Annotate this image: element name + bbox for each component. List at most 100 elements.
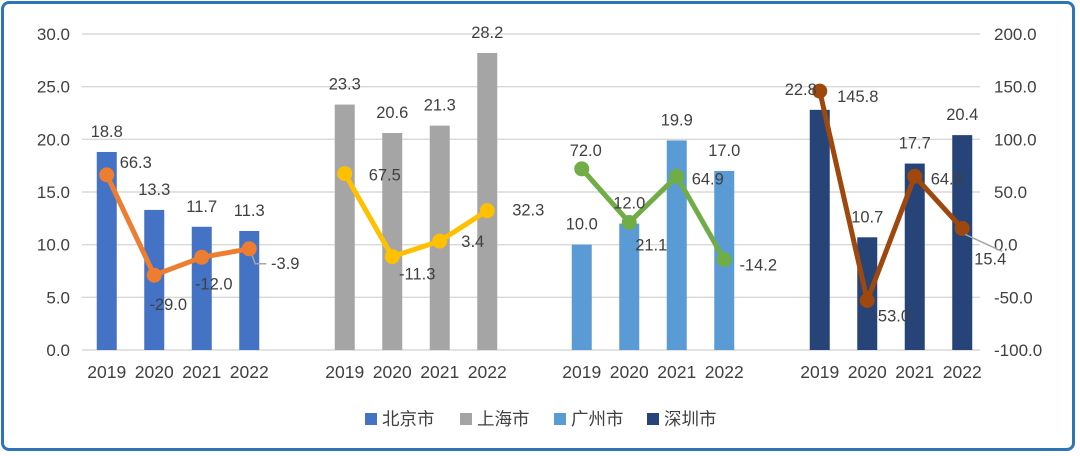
line-series-上海市 — [342, 171, 490, 260]
category-label: 2021 — [182, 362, 221, 382]
category-label: 2020 — [135, 362, 174, 382]
left-axis-tick-label: 20.0 — [37, 130, 70, 149]
data-point-北京市-2022 — [241, 241, 257, 257]
data-point-上海市-2019 — [337, 166, 353, 182]
category-label: 2020 — [373, 362, 412, 382]
bar-上海市-2019 — [334, 104, 355, 350]
data-point-北京市-2019 — [99, 167, 115, 183]
category-label: 2022 — [230, 362, 269, 382]
line-series-广州市 — [579, 166, 727, 263]
left-axis-tick-label: 15.0 — [37, 183, 70, 202]
category-label: 2021 — [420, 362, 459, 382]
category-label: 2022 — [705, 362, 744, 382]
bar-广州市-2021 — [666, 140, 687, 350]
label-leader-line — [251, 255, 267, 265]
data-point-深圳市-2021 — [907, 168, 923, 184]
bar-value-label: 20.6 — [376, 104, 408, 122]
category-label: 2021 — [895, 362, 934, 382]
line-value-label: 32.3 — [512, 202, 544, 220]
legend-item-深圳市: 深圳市 — [647, 409, 717, 429]
data-point-北京市-2021 — [194, 249, 210, 265]
line-value-label: 72.0 — [570, 142, 602, 160]
bar-value-label: 22.8 — [785, 81, 817, 99]
right-axis-tick-label: 50.0 — [994, 183, 1027, 202]
bar-深圳市-2021 — [904, 163, 925, 350]
legend-swatch-icon — [460, 413, 472, 425]
bar-value-label: 23.3 — [329, 76, 361, 94]
line-value-label: 145.8 — [837, 88, 878, 106]
legend-swatch-icon — [647, 413, 659, 425]
bar-上海市-2022 — [477, 52, 498, 351]
combo-bar-line-chart: 30.0 200.0 25.0 150.0 20.0 100.0 15.0 50.0 10.0 0… — [37, 24, 1042, 429]
bar-value-label: 11.7 — [186, 198, 217, 216]
line-value-label: 15.4 — [974, 250, 1006, 268]
line-value-label: -3.9 — [271, 255, 299, 273]
left-axis-tick-label: 0.0 — [46, 341, 70, 360]
bar-value-label: 17.0 — [708, 142, 740, 160]
line-value-label: -11.3 — [399, 266, 435, 284]
data-point-上海市-2021 — [432, 233, 448, 249]
line-value-label: 64.9 — [692, 170, 724, 188]
category-label: 2019 — [325, 362, 364, 382]
left-axis-tick-label: 30.0 — [37, 25, 70, 44]
bar-value-label: 18.8 — [91, 123, 123, 141]
left-axis-tick-label: 25.0 — [37, 78, 70, 97]
line-value-label: 21.1 — [635, 236, 667, 254]
data-point-上海市-2022 — [479, 203, 495, 219]
data-point-深圳市-2020 — [859, 292, 875, 308]
data-point-深圳市-2022 — [954, 220, 970, 236]
data-point-广州市-2021 — [669, 168, 685, 184]
legend-label: 上海市 — [477, 409, 530, 429]
legend-swatch-icon — [554, 413, 566, 425]
label-leader-line — [964, 233, 1003, 253]
bar-北京市-2019 — [96, 151, 117, 350]
bar-value-label: 28.2 — [471, 24, 503, 42]
category-label: 2021 — [657, 362, 696, 382]
left-axis-tick-label: 5.0 — [46, 288, 70, 307]
data-point-广州市-2020 — [621, 214, 637, 230]
line-value-label: 3.4 — [461, 233, 484, 251]
right-axis-tick-label: -100.0 — [994, 341, 1042, 360]
data-point-广州市-2019 — [574, 161, 590, 177]
legend-label: 深圳市 — [664, 409, 717, 429]
line-series-北京市 — [104, 172, 252, 278]
category-label: 2020 — [610, 362, 649, 382]
line-value-label: -12.0 — [195, 275, 233, 293]
bar-上海市-2020 — [382, 133, 403, 350]
bar-value-label: 11.3 — [234, 202, 265, 220]
line-value-label: 67.5 — [369, 167, 401, 185]
right-axis-tick-label: 200.0 — [994, 25, 1037, 44]
category-label: 2019 — [800, 362, 839, 382]
category-label: 2019 — [562, 362, 601, 382]
legend-label: 北京市 — [382, 409, 435, 429]
bar-value-label: 12.0 — [613, 195, 645, 213]
line-value-label: -29.0 — [149, 296, 187, 314]
right-axis-tick-label: 150.0 — [994, 78, 1037, 97]
category-label: 2022 — [468, 362, 507, 382]
left-axis-tick-label: 10.0 — [37, 236, 70, 255]
data-point-深圳市-2019 — [812, 83, 828, 99]
category-label: 2022 — [943, 362, 982, 382]
line-value-label: -14.2 — [739, 257, 777, 275]
line-value-label: 66.3 — [120, 154, 152, 172]
category-label: 2020 — [848, 362, 887, 382]
bar-value-label: 10.0 — [566, 216, 598, 234]
data-point-北京市-2020 — [146, 267, 162, 283]
legend-item-上海市: 上海市 — [460, 409, 530, 429]
bar-value-label: 17.7 — [899, 135, 931, 153]
legend-item-北京市: 北京市 — [365, 409, 435, 429]
bar-深圳市-2022 — [952, 135, 973, 350]
legend-swatch-icon — [365, 413, 377, 425]
legend-item-广州市: 广州市 — [554, 409, 624, 429]
data-point-上海市-2020 — [384, 249, 400, 265]
line-value-label: -53.0 — [872, 307, 910, 325]
bar-value-label: 10.7 — [851, 208, 883, 226]
bar-value-label: 20.4 — [946, 106, 978, 124]
bar-value-label: 13.3 — [138, 181, 170, 199]
line-value-label: 64.9 — [931, 170, 963, 188]
data-point-广州市-2022 — [716, 252, 732, 268]
bar-广州市-2020 — [619, 223, 640, 350]
bar-value-label: 19.9 — [661, 111, 693, 129]
line-series-深圳市 — [817, 88, 965, 303]
